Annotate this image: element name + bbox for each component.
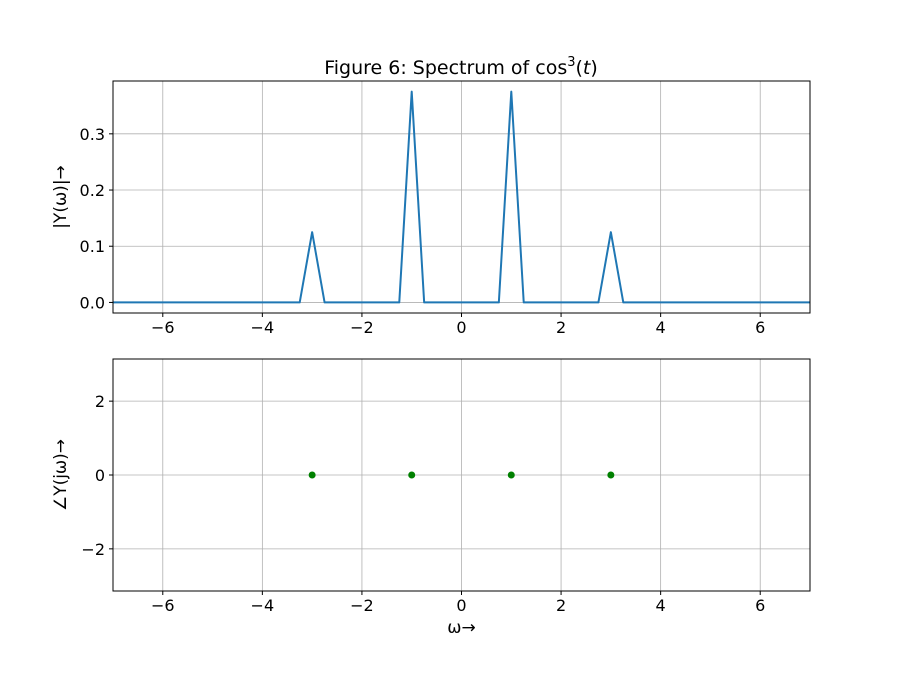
phase-x-tick-label: 2 xyxy=(556,596,566,615)
magnitude-y-axis-label: |Y(ω)|→ xyxy=(51,165,71,229)
magnitude-x-tick-label: −4 xyxy=(251,318,275,337)
magnitude-x-tick-label: −6 xyxy=(151,318,175,337)
magnitude-y-tick-label: 0.3 xyxy=(80,125,105,144)
phase-x-tick-label: −2 xyxy=(350,596,374,615)
magnitude-y-tick-label: 0.1 xyxy=(80,237,105,256)
phase-y-tick-label: 2 xyxy=(95,392,105,411)
magnitude-x-tick-label: −2 xyxy=(350,318,374,337)
phase-x-tick-label: 6 xyxy=(755,596,765,615)
phase-data-point xyxy=(607,471,615,479)
phase-axes: −6 −4 −2 0 2 4 6 −2 0 2 xyxy=(81,358,811,615)
magnitude-x-tick-label: 4 xyxy=(656,318,666,337)
phase-data-point xyxy=(507,471,515,479)
magnitude-x-tick-label: 0 xyxy=(456,318,466,337)
magnitude-axes-frame xyxy=(112,80,811,314)
phase-x-tick-label: −6 xyxy=(151,596,175,615)
magnitude-axes: −6 −4 −2 0 2 4 6 0.0 0.1 0.2 0.3 xyxy=(80,80,811,337)
phase-y-axis-label: ∠Y(jω)→ xyxy=(51,439,71,511)
magnitude-x-tick-label: 2 xyxy=(556,318,566,337)
phase-y-tick-label: 0 xyxy=(95,466,105,485)
phase-y-tick-label: −2 xyxy=(81,540,105,559)
phase-axes-frame xyxy=(112,358,811,592)
magnitude-y-tick-label: 0.0 xyxy=(80,293,105,312)
magnitude-series-line xyxy=(113,90,810,304)
chart-title: Figure 6: Spectrum of cos3(t) xyxy=(324,55,598,79)
magnitude-x-tick-label: 6 xyxy=(755,318,765,337)
magnitude-y-tick-label: 0.2 xyxy=(80,181,105,200)
phase-x-tick-label: −4 xyxy=(251,596,275,615)
phase-x-tick-label: 0 xyxy=(456,596,466,615)
phase-data-point xyxy=(308,471,316,479)
phase-x-tick-label: 4 xyxy=(656,596,666,615)
phase-data-point xyxy=(408,471,416,479)
x-axis-label: ω→ xyxy=(447,618,475,638)
